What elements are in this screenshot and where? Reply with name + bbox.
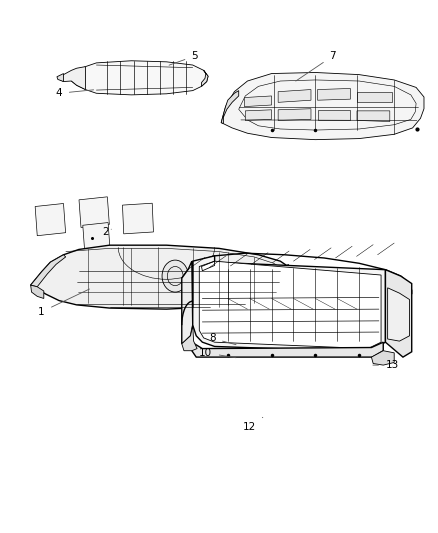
Polygon shape — [31, 255, 66, 287]
Polygon shape — [318, 110, 350, 120]
Polygon shape — [35, 204, 66, 236]
Polygon shape — [357, 111, 390, 122]
Polygon shape — [245, 110, 272, 120]
Polygon shape — [31, 285, 44, 298]
Text: 12: 12 — [243, 417, 263, 432]
Polygon shape — [278, 109, 311, 120]
Polygon shape — [83, 223, 110, 251]
Polygon shape — [388, 288, 410, 341]
Text: 2: 2 — [102, 227, 111, 237]
Polygon shape — [59, 67, 85, 90]
Polygon shape — [57, 74, 64, 82]
Text: 8: 8 — [209, 334, 236, 345]
Polygon shape — [31, 245, 293, 309]
Polygon shape — [371, 351, 394, 365]
Polygon shape — [278, 90, 311, 102]
Polygon shape — [192, 342, 383, 357]
Polygon shape — [221, 72, 424, 140]
Text: 5: 5 — [169, 51, 198, 65]
Polygon shape — [385, 270, 412, 357]
Polygon shape — [79, 197, 110, 228]
Polygon shape — [282, 264, 293, 290]
Polygon shape — [193, 256, 385, 352]
Polygon shape — [357, 92, 392, 102]
Polygon shape — [123, 203, 153, 234]
Polygon shape — [70, 61, 208, 95]
Text: 1: 1 — [38, 289, 89, 317]
Polygon shape — [199, 261, 381, 349]
Polygon shape — [244, 96, 272, 107]
Polygon shape — [221, 91, 239, 124]
Polygon shape — [182, 261, 193, 344]
Text: 4: 4 — [56, 88, 94, 98]
Text: 7: 7 — [296, 51, 336, 81]
Polygon shape — [201, 70, 208, 86]
Text: 10: 10 — [199, 348, 236, 358]
Circle shape — [162, 260, 188, 292]
Polygon shape — [318, 88, 350, 100]
Polygon shape — [182, 325, 197, 351]
Text: 13: 13 — [373, 360, 399, 370]
